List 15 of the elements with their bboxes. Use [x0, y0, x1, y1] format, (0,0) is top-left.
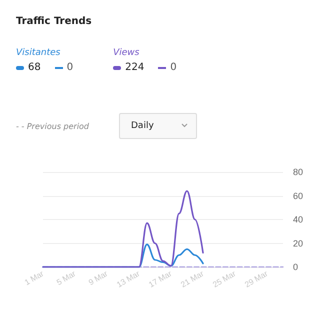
y-tick-label: 60: [293, 190, 304, 201]
line-series: [42, 190, 204, 268]
y-tick-label: 80: [293, 167, 304, 177]
y-tick-label: 0: [293, 262, 298, 272]
text: - - Previous period: [16, 122, 90, 131]
text: 0: [170, 62, 177, 73]
y-tick-label: 40: [293, 214, 304, 224]
text: Visitantes: [16, 48, 62, 58]
text: Daily: [119, 113, 197, 139]
y-tick-label: 20: [293, 238, 304, 248]
text: 68: [28, 62, 41, 73]
text: 224: [125, 62, 144, 73]
text: Views: [113, 48, 140, 58]
text: 0: [66, 62, 74, 73]
chart-title: Traffic Trends: [16, 16, 92, 27]
